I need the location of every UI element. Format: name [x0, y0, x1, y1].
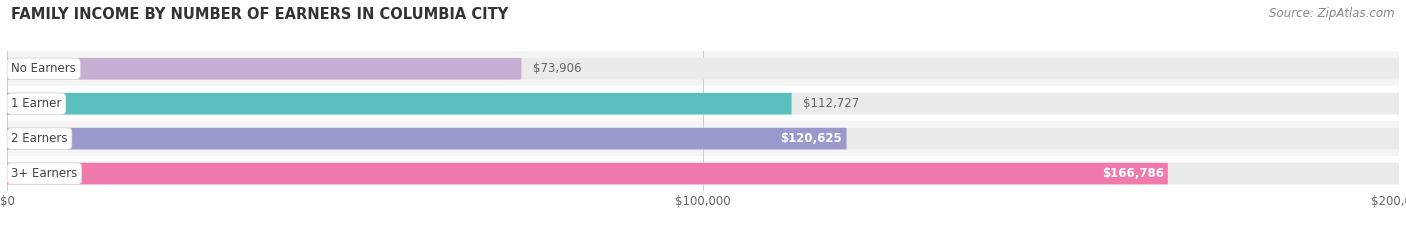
FancyBboxPatch shape — [7, 93, 1399, 115]
Text: $73,906: $73,906 — [533, 62, 581, 75]
Bar — [7, 156, 1399, 191]
Text: FAMILY INCOME BY NUMBER OF EARNERS IN COLUMBIA CITY: FAMILY INCOME BY NUMBER OF EARNERS IN CO… — [11, 7, 509, 22]
Text: 2 Earners: 2 Earners — [11, 132, 67, 145]
Text: 1 Earner: 1 Earner — [11, 97, 62, 110]
FancyBboxPatch shape — [7, 163, 1168, 185]
Text: 3+ Earners: 3+ Earners — [11, 167, 77, 180]
FancyBboxPatch shape — [7, 58, 522, 80]
Text: Source: ZipAtlas.com: Source: ZipAtlas.com — [1270, 7, 1395, 20]
FancyBboxPatch shape — [7, 58, 1399, 80]
Bar — [7, 86, 1399, 121]
FancyBboxPatch shape — [7, 128, 846, 150]
Text: No Earners: No Earners — [11, 62, 76, 75]
Text: $120,625: $120,625 — [780, 132, 842, 145]
FancyBboxPatch shape — [7, 93, 792, 115]
Bar — [7, 51, 1399, 86]
FancyBboxPatch shape — [7, 163, 1399, 185]
Bar — [7, 121, 1399, 156]
Text: $112,727: $112,727 — [803, 97, 859, 110]
FancyBboxPatch shape — [7, 128, 1399, 150]
Text: $166,786: $166,786 — [1102, 167, 1164, 180]
